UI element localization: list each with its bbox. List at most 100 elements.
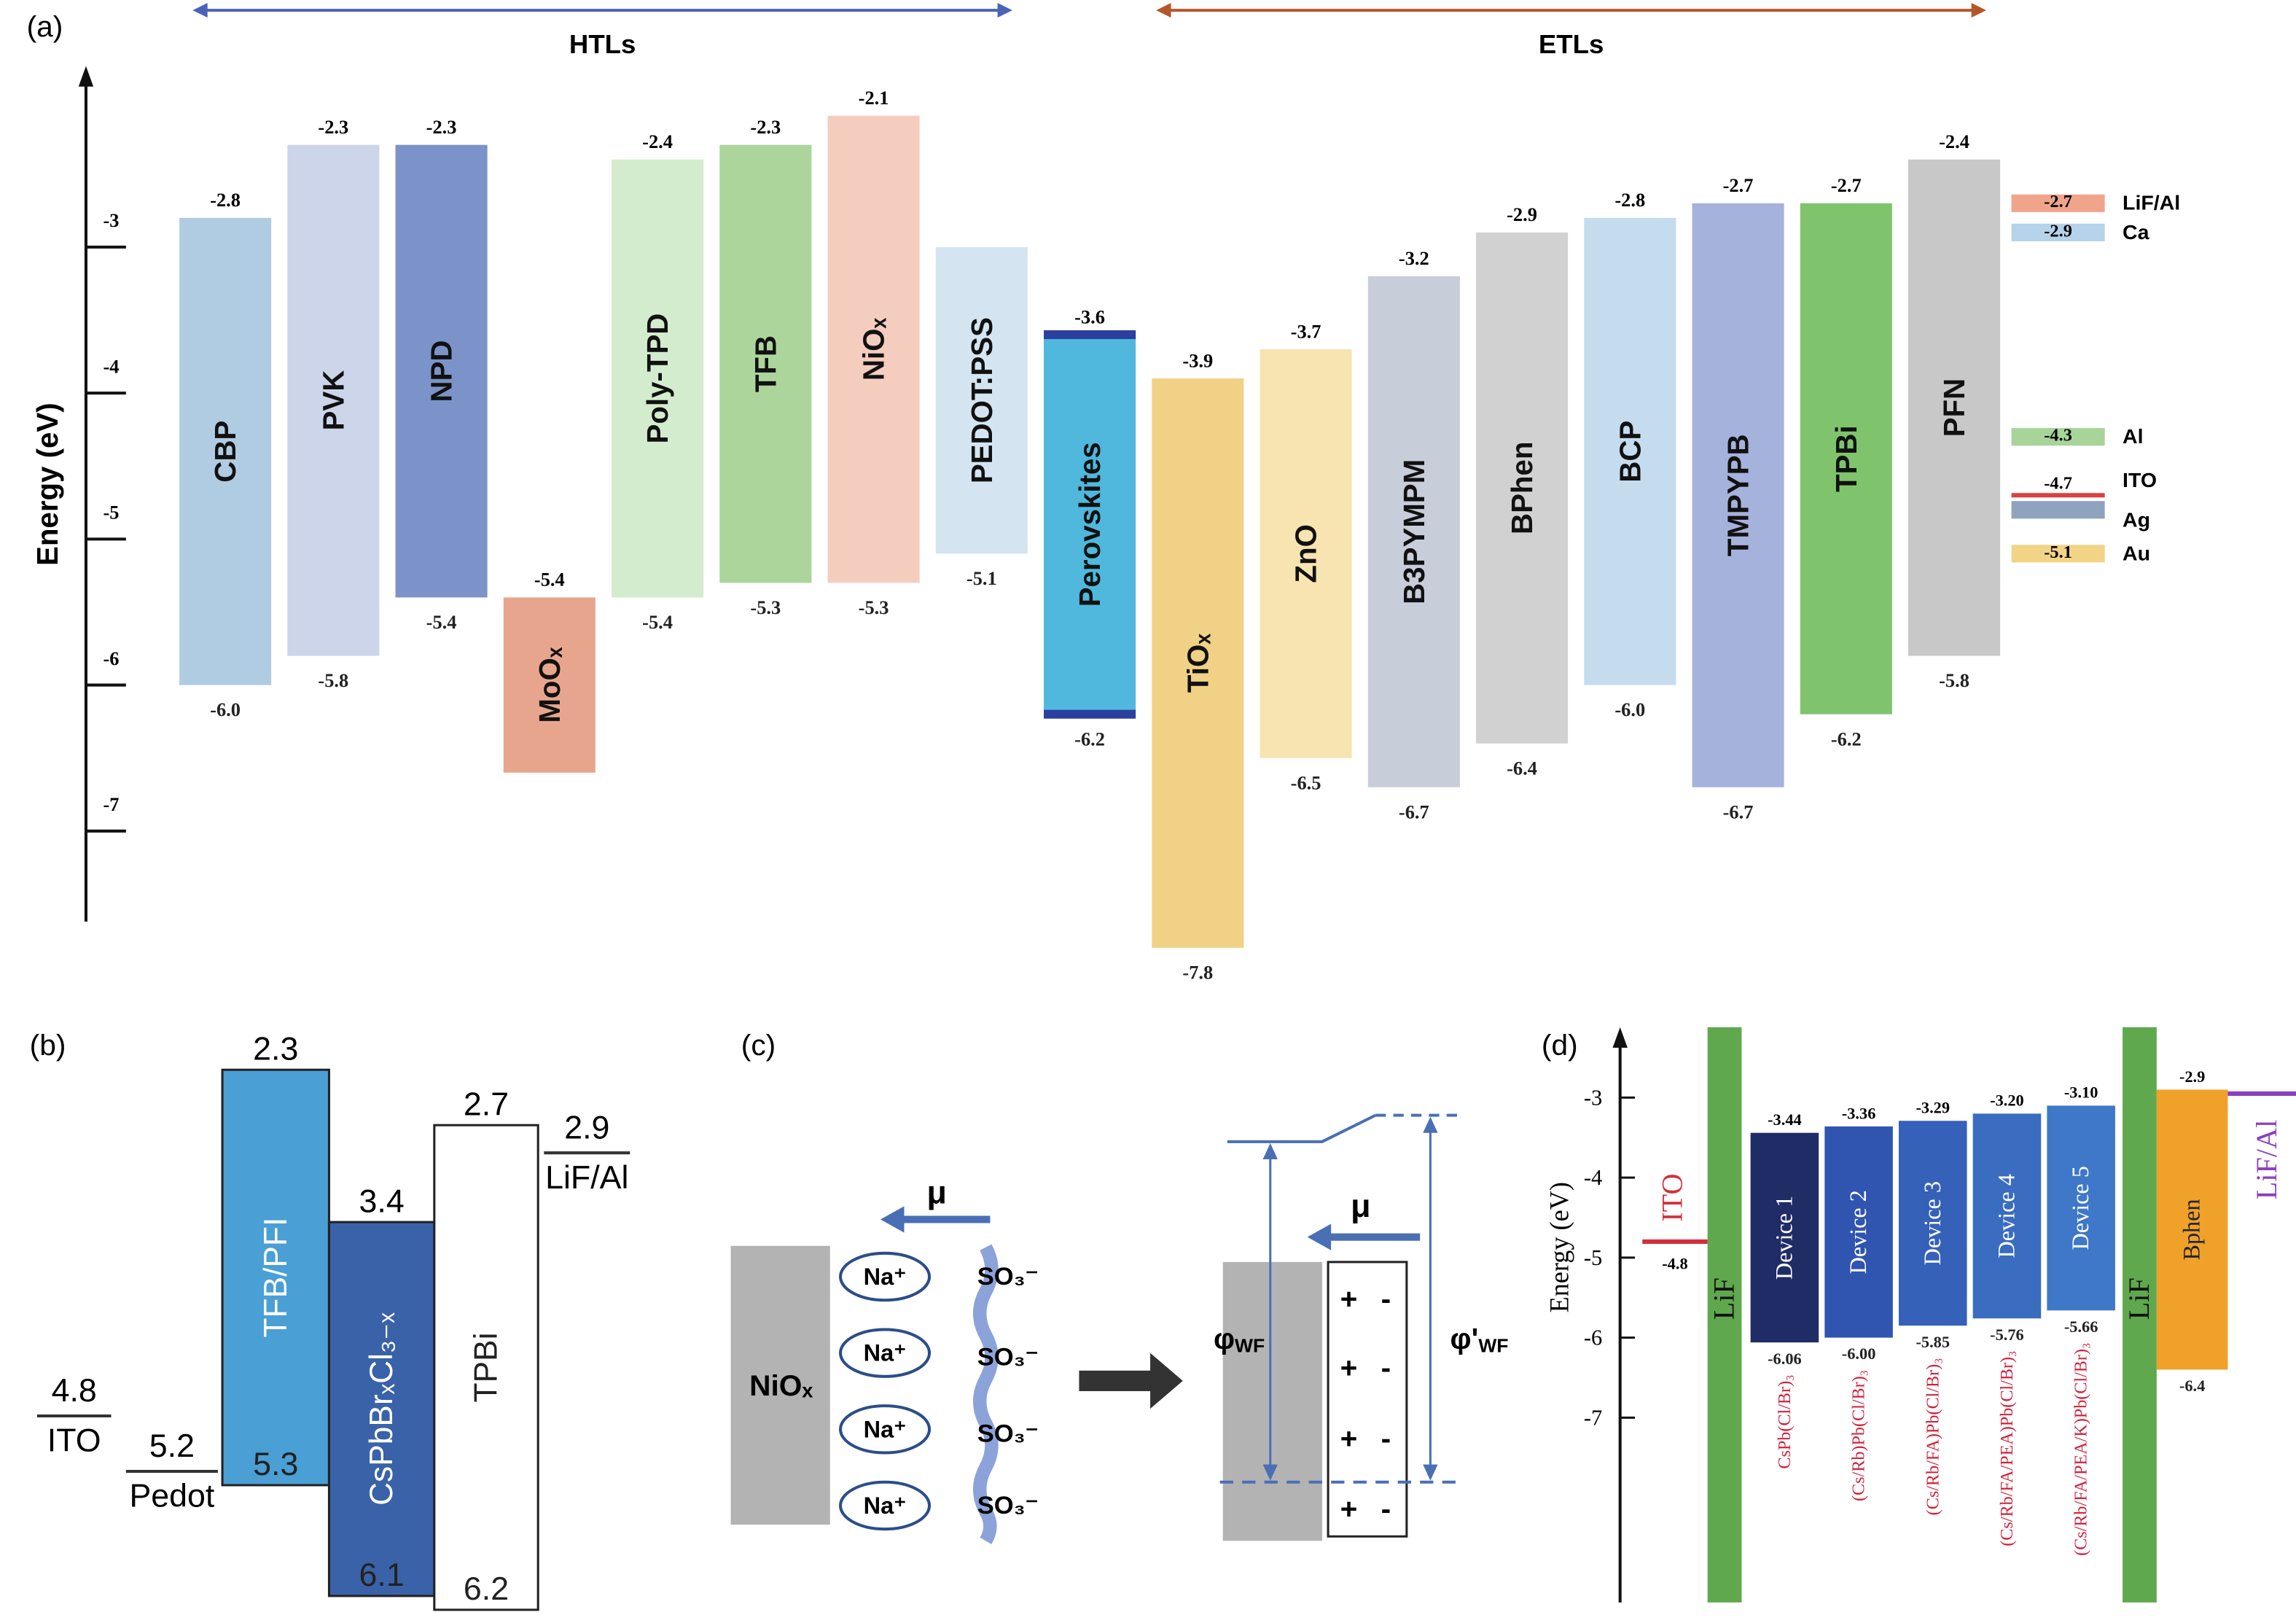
electrode-value: 2.9 bbox=[564, 1110, 609, 1146]
electrode bbox=[2011, 223, 2105, 241]
bottom-level-label: -6.00 bbox=[1842, 1344, 1876, 1363]
cation: Na⁺ bbox=[864, 1492, 907, 1519]
electrode-value: -4.8 bbox=[1662, 1255, 1687, 1273]
arrow-head bbox=[1423, 1464, 1438, 1481]
ion-ellipse bbox=[839, 1404, 932, 1455]
electrode bbox=[2011, 194, 2105, 212]
top-level-label: -2.8 bbox=[1614, 190, 1645, 211]
layer-bar bbox=[179, 217, 272, 685]
cation: Na⁺ bbox=[864, 1264, 907, 1290]
layer-name: Bphen bbox=[2179, 1199, 2206, 1260]
composition-label: (Cs/Rb/FA/PEA)Pb(Cl/Br)₃ bbox=[1997, 1351, 2017, 1546]
electrode-name: ITO bbox=[47, 1423, 101, 1459]
layer-name: PEDOT:PSS bbox=[965, 317, 999, 483]
top-level-label: -2.4 bbox=[1939, 131, 1969, 152]
wf-symbol: φ' bbox=[1450, 1322, 1479, 1355]
top-level-label: -2.8 bbox=[210, 190, 241, 211]
electrode-value: -5.1 bbox=[2044, 542, 2072, 562]
layer-bar bbox=[827, 115, 920, 583]
side-layer-label: LiF bbox=[1707, 1277, 1740, 1320]
composition-label: (Cs/Rb/FA)Pb(Cl/Br)₃ bbox=[1923, 1358, 1942, 1515]
panel-label: (a) bbox=[27, 9, 63, 43]
electrode bbox=[2011, 501, 2105, 519]
layer-bar bbox=[287, 144, 380, 656]
anion: SO₃⁻ bbox=[977, 1420, 1039, 1447]
layer-name: TMPYPB bbox=[1721, 434, 1754, 556]
layer-bar bbox=[1692, 203, 1784, 787]
layer-name: TiOₓ bbox=[1181, 634, 1214, 693]
layer-bar bbox=[612, 159, 704, 598]
charge: + bbox=[1340, 1422, 1358, 1455]
bottom-level-label: -7.8 bbox=[1182, 962, 1213, 984]
electrode-name: Ag bbox=[2123, 508, 2150, 532]
bottom-level-label: 6.2 bbox=[464, 1571, 509, 1607]
wf-subscript: WF bbox=[1478, 1335, 1508, 1357]
y-tick-label: -4 bbox=[104, 356, 120, 377]
arrow-head bbox=[1262, 1143, 1278, 1159]
electrode bbox=[2011, 428, 2105, 446]
top-level-label: -3.20 bbox=[1990, 1091, 2024, 1110]
layer-name: Poly-TPD bbox=[641, 314, 674, 444]
layer-bar bbox=[1800, 203, 1892, 715]
top-level-label: -3.7 bbox=[1291, 321, 1321, 342]
panel-label: (c) bbox=[741, 1028, 776, 1062]
arrow-head bbox=[1262, 1464, 1278, 1481]
bottom-level-label: 5.3 bbox=[253, 1447, 298, 1482]
ion-ellipse bbox=[839, 1251, 932, 1302]
cation: Na⁺ bbox=[864, 1416, 907, 1442]
bottom-level-label: -6.06 bbox=[1768, 1350, 1802, 1368]
y-tick-label: -3 bbox=[104, 210, 120, 231]
bottom-level-label: -5.4 bbox=[426, 612, 457, 633]
electrode-name: Pedot bbox=[129, 1479, 215, 1514]
layer-edge bbox=[1044, 709, 1136, 719]
top-level-label: -2.9 bbox=[1507, 204, 1537, 225]
top-level-label: 3.4 bbox=[359, 1184, 405, 1220]
layer-name: B3PYMPM bbox=[1397, 459, 1431, 604]
ion-ellipse bbox=[839, 1328, 932, 1378]
top-level-label: -5.4 bbox=[534, 569, 565, 591]
arrow-head bbox=[997, 3, 1012, 18]
electrode-value: -4.7 bbox=[2044, 474, 2072, 494]
layer-bar bbox=[1750, 1132, 1819, 1343]
layer-name: Device 2 bbox=[1846, 1190, 1872, 1274]
bottom-level-label: -5.8 bbox=[318, 670, 348, 691]
layer-bar bbox=[719, 144, 812, 583]
layer-bar bbox=[1260, 349, 1352, 758]
layer-name: PVK bbox=[316, 370, 350, 431]
layer-bar bbox=[221, 1068, 330, 1487]
work-function: φWF bbox=[1214, 1322, 1265, 1357]
layer-name: ZnO bbox=[1289, 524, 1322, 583]
arrow-head bbox=[192, 3, 208, 18]
y-axis-label: Energy (eV) bbox=[31, 402, 64, 566]
top-level-label: -3.29 bbox=[1916, 1099, 1950, 1117]
layer-edge bbox=[1044, 330, 1136, 340]
group-label: ETLs bbox=[1539, 29, 1604, 59]
side-layer bbox=[1707, 1027, 1742, 1603]
top-level-label: -3.10 bbox=[2064, 1083, 2098, 1102]
layer-bar bbox=[395, 144, 488, 598]
bottom-level-label: -5.85 bbox=[1916, 1333, 1950, 1351]
top-level-label: -2.4 bbox=[642, 131, 673, 152]
wf-subscript: WF bbox=[1235, 1335, 1265, 1357]
layer-bar bbox=[1899, 1121, 1967, 1326]
layer-bar bbox=[2156, 1089, 2228, 1370]
anion: SO₃⁻ bbox=[977, 1344, 1039, 1371]
work-function: φ'WF bbox=[1450, 1322, 1509, 1357]
bottom-level-label: -6.7 bbox=[1723, 802, 1754, 823]
electrode-name: ITO bbox=[1655, 1173, 1688, 1221]
y-axis-label: Energy (eV) bbox=[1545, 1182, 1574, 1312]
arrow-head bbox=[880, 1206, 905, 1233]
electrode-name: Ca bbox=[2123, 221, 2149, 244]
y-tick-label: -3 bbox=[1584, 1086, 1602, 1110]
bottom-level-label: -6.2 bbox=[1831, 728, 1862, 750]
y-tick-label: -5 bbox=[1584, 1245, 1602, 1270]
panel-label: (b) bbox=[30, 1028, 66, 1062]
layer-name: Device 5 bbox=[2068, 1166, 2094, 1250]
layer-bar bbox=[1824, 1126, 1893, 1338]
composition-label: CsPb(Cl/Br)₃ bbox=[1775, 1374, 1795, 1468]
electrode-value: -4.3 bbox=[2044, 426, 2072, 445]
electrode bbox=[2011, 545, 2105, 563]
composition-label: (Cs/Rb)Pb(Cl/Br)₃ bbox=[1849, 1370, 1869, 1501]
mu-label: μ bbox=[927, 1175, 947, 1211]
top-level-label: -2.9 bbox=[2179, 1067, 2205, 1086]
